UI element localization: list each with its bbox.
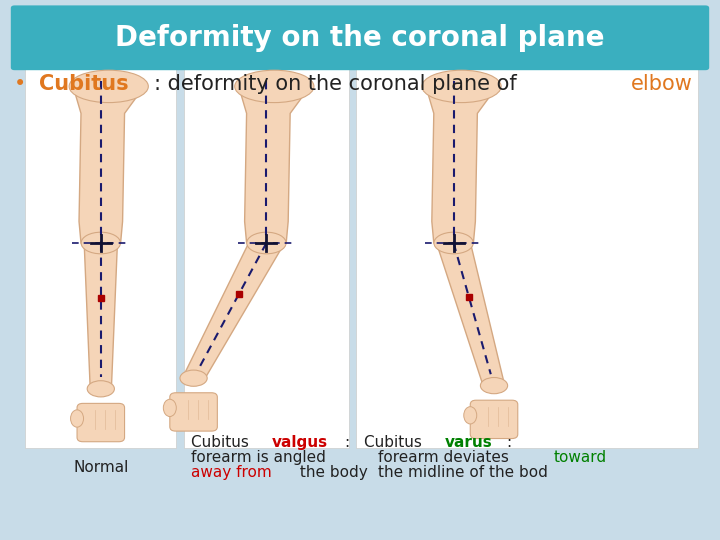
Text: •: •: [14, 73, 33, 94]
Ellipse shape: [163, 399, 176, 416]
Ellipse shape: [480, 377, 508, 394]
Text: Cubitus: Cubitus: [39, 73, 128, 94]
Ellipse shape: [69, 70, 148, 103]
Text: : deformity on the coronal plane of: : deformity on the coronal plane of: [154, 73, 523, 94]
Ellipse shape: [71, 410, 84, 427]
Text: :: :: [344, 435, 349, 450]
Polygon shape: [437, 240, 505, 387]
FancyBboxPatch shape: [25, 65, 176, 448]
Ellipse shape: [81, 232, 120, 254]
Polygon shape: [84, 243, 117, 389]
Text: varus: varus: [444, 435, 492, 450]
Ellipse shape: [422, 70, 501, 103]
Text: :: :: [506, 435, 511, 450]
FancyBboxPatch shape: [170, 393, 217, 431]
Text: Normal: Normal: [73, 460, 128, 475]
FancyBboxPatch shape: [11, 5, 709, 70]
Text: toward: toward: [553, 450, 606, 465]
Text: forearm is angled: forearm is angled: [191, 450, 325, 465]
Text: valgus: valgus: [271, 435, 328, 450]
Ellipse shape: [180, 370, 207, 386]
FancyBboxPatch shape: [77, 403, 125, 442]
Polygon shape: [426, 86, 498, 243]
FancyBboxPatch shape: [184, 65, 349, 448]
Text: Deformity on the coronal plane: Deformity on the coronal plane: [115, 24, 605, 52]
Ellipse shape: [464, 407, 477, 424]
Ellipse shape: [434, 232, 473, 254]
FancyBboxPatch shape: [356, 65, 698, 448]
Text: forearm deviates: forearm deviates: [378, 450, 514, 465]
Ellipse shape: [247, 232, 286, 254]
Polygon shape: [73, 86, 145, 243]
Text: Cubitus: Cubitus: [191, 435, 253, 450]
Text: Cubitus: Cubitus: [364, 435, 426, 450]
Ellipse shape: [235, 70, 314, 103]
Polygon shape: [239, 86, 310, 243]
FancyBboxPatch shape: [470, 400, 518, 438]
Text: the midline of the bod: the midline of the bod: [378, 465, 548, 480]
Ellipse shape: [87, 381, 114, 397]
Polygon shape: [184, 238, 282, 381]
Text: the body: the body: [295, 465, 368, 480]
Text: away from: away from: [191, 465, 271, 480]
Text: elbow: elbow: [631, 73, 693, 94]
